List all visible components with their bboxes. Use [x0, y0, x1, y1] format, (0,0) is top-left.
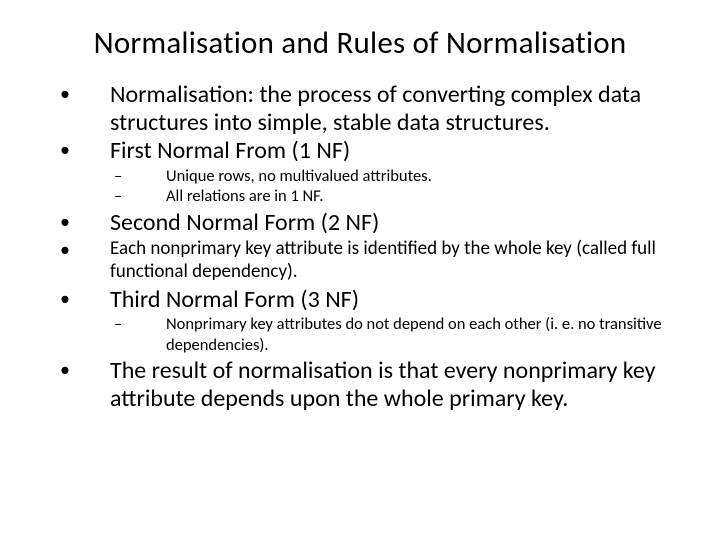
- slide-body: • Normalisation: the process of converti…: [38, 81, 682, 414]
- bullet-dot-icon: •: [38, 81, 110, 107]
- bullet-dot-icon: •: [38, 357, 110, 383]
- bullet-text: Normalisation: the process of converting…: [110, 81, 682, 138]
- subbullet-1nf-relations: – All relations are in 1 NF.: [38, 186, 682, 207]
- slide: Normalisation and Rules of Normalisation…: [0, 0, 720, 540]
- bullet-text: First Normal From (1 NF): [110, 137, 682, 165]
- bullet-dot-icon: •: [38, 286, 110, 312]
- bullet-dash-icon: –: [38, 166, 166, 187]
- bullet-dash-icon: –: [38, 314, 166, 335]
- bullet-dot-icon: •: [38, 209, 110, 235]
- bullet-second-nf: • Second Normal Form (2 NF): [38, 209, 682, 237]
- bullet-normalisation-def: • Normalisation: the process of converti…: [38, 81, 682, 138]
- subbullet-3nf-transitive: – Nonprimary key attributes do not depen…: [38, 314, 682, 355]
- bullet-dash-icon: –: [38, 186, 166, 207]
- bullet-first-nf: • First Normal From (1 NF): [38, 137, 682, 165]
- subbullet-text: All relations are in 1 NF.: [166, 186, 682, 207]
- bullet-dot-icon: •: [38, 137, 110, 163]
- bullet-third-nf: • Third Normal Form (3 NF): [38, 286, 682, 314]
- bullet-dot-icon: •: [38, 237, 110, 263]
- subbullet-1nf-unique: – Unique rows, no multivalued attributes…: [38, 166, 682, 187]
- subbullet-text: Nonprimary key attributes do not depend …: [166, 314, 682, 355]
- bullet-result: • The result of normalisation is that ev…: [38, 357, 682, 414]
- bullet-text: Third Normal Form (3 NF): [110, 286, 682, 314]
- bullet-2nf-desc: • Each nonprimary key attribute is ident…: [38, 237, 682, 283]
- bullet-text: Second Normal Form (2 NF): [110, 209, 682, 237]
- subbullet-text: Unique rows, no multivalued attributes.: [166, 166, 682, 187]
- bullet-text: Each nonprimary key attribute is identif…: [110, 237, 682, 283]
- bullet-text: The result of normalisation is that ever…: [110, 357, 682, 414]
- slide-title: Normalisation and Rules of Normalisation: [38, 24, 682, 63]
